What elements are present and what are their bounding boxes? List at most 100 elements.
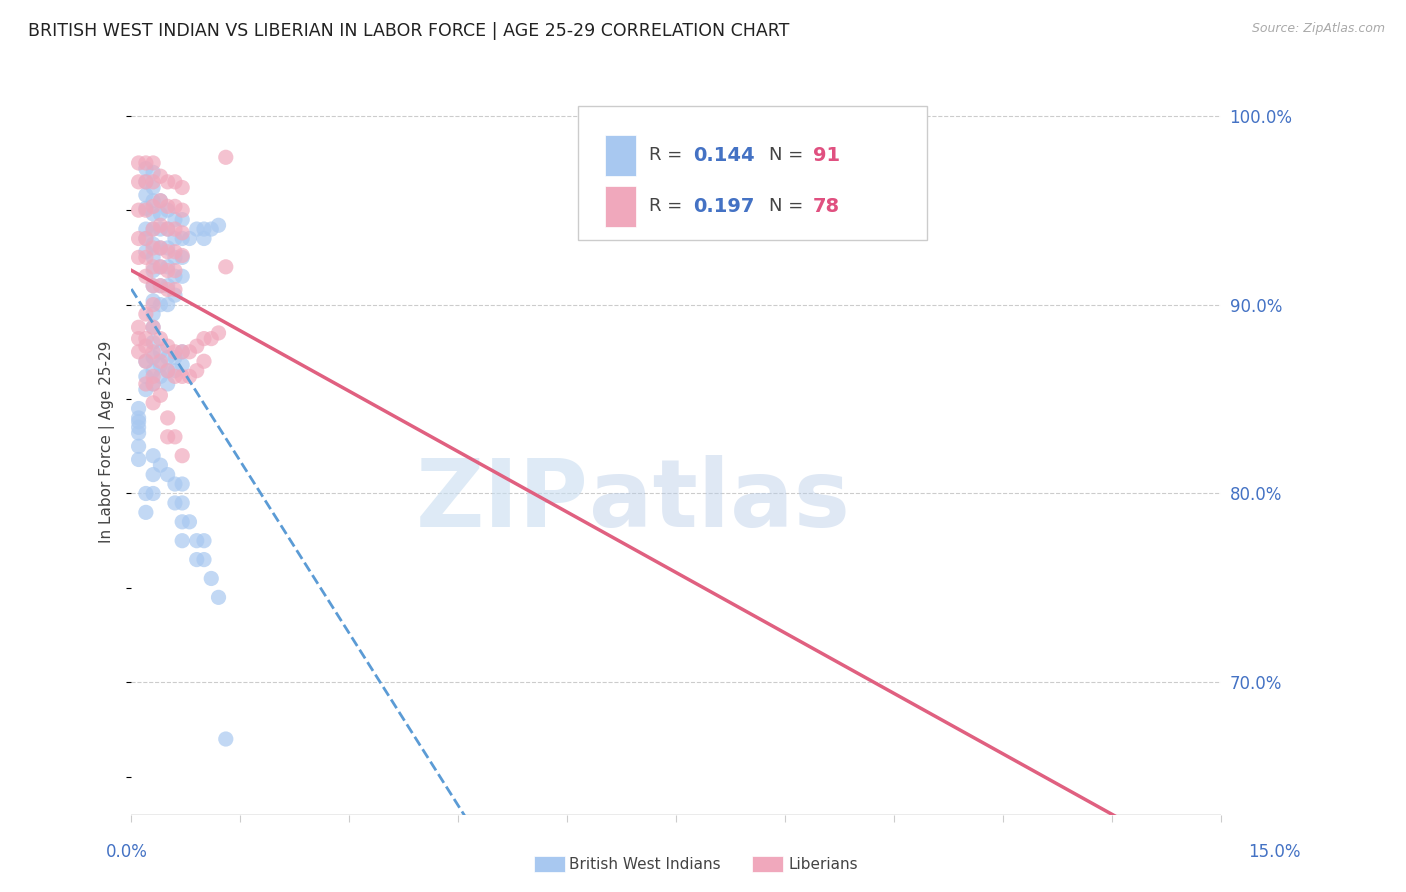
- Text: R =: R =: [650, 197, 688, 215]
- Point: [142, 376, 165, 391]
- Point: [156, 278, 179, 293]
- Point: [135, 161, 157, 176]
- Point: [128, 452, 150, 467]
- Point: [142, 278, 165, 293]
- Point: [142, 165, 165, 179]
- Point: [186, 339, 208, 353]
- Point: [142, 241, 165, 255]
- Point: [128, 344, 150, 359]
- Point: [142, 369, 165, 384]
- Point: [142, 293, 165, 308]
- Point: [128, 203, 150, 218]
- Point: [128, 401, 150, 416]
- Text: 0.144: 0.144: [693, 145, 754, 164]
- Point: [135, 203, 157, 218]
- Point: [128, 332, 150, 346]
- Point: [163, 244, 186, 259]
- Point: [149, 388, 172, 402]
- Point: [163, 175, 186, 189]
- Point: [163, 288, 186, 302]
- Point: [135, 332, 157, 346]
- Point: [172, 251, 194, 265]
- Point: [156, 467, 179, 482]
- Point: [128, 320, 150, 334]
- Point: [163, 351, 186, 365]
- Point: [172, 212, 194, 227]
- Text: atlas: atlas: [589, 455, 851, 547]
- Point: [135, 175, 157, 189]
- Point: [149, 241, 172, 255]
- Point: [149, 169, 172, 184]
- Point: [149, 278, 172, 293]
- Point: [156, 376, 179, 391]
- Point: [207, 326, 229, 340]
- Point: [172, 477, 194, 491]
- Point: [142, 194, 165, 208]
- Point: [172, 533, 194, 548]
- Point: [142, 180, 165, 194]
- Point: [163, 251, 186, 265]
- Point: [186, 222, 208, 236]
- Point: [135, 251, 157, 265]
- Point: [156, 244, 179, 259]
- Point: [156, 297, 179, 311]
- FancyBboxPatch shape: [578, 106, 927, 240]
- Point: [172, 369, 194, 384]
- Point: [172, 515, 194, 529]
- Point: [142, 175, 165, 189]
- Point: [142, 278, 165, 293]
- Point: [156, 241, 179, 255]
- Point: [135, 383, 157, 397]
- Point: [135, 188, 157, 202]
- Text: R =: R =: [650, 146, 688, 164]
- Text: ZIP: ZIP: [416, 455, 589, 547]
- Point: [149, 369, 172, 384]
- Point: [135, 307, 157, 321]
- Point: [142, 156, 165, 170]
- Point: [156, 260, 179, 274]
- Point: [142, 320, 165, 334]
- Y-axis label: In Labor Force | Age 25-29: In Labor Force | Age 25-29: [100, 341, 115, 542]
- Point: [172, 180, 194, 194]
- Point: [149, 358, 172, 372]
- Point: [163, 199, 186, 213]
- Point: [172, 344, 194, 359]
- Point: [179, 515, 201, 529]
- Point: [128, 175, 150, 189]
- Point: [135, 231, 157, 245]
- Point: [163, 496, 186, 510]
- Point: [163, 212, 186, 227]
- Point: [156, 175, 179, 189]
- Point: [163, 222, 186, 236]
- Point: [163, 283, 186, 297]
- Point: [142, 207, 165, 221]
- Point: [149, 222, 172, 236]
- Point: [163, 269, 186, 284]
- Point: [128, 251, 150, 265]
- Point: [156, 283, 179, 297]
- Point: [172, 358, 194, 372]
- Point: [156, 222, 179, 236]
- Point: [207, 591, 229, 605]
- Point: [179, 369, 201, 384]
- Point: [200, 572, 222, 586]
- Point: [135, 202, 157, 216]
- Point: [128, 425, 150, 440]
- Point: [156, 339, 179, 353]
- Point: [215, 260, 238, 274]
- Point: [128, 411, 150, 425]
- Point: [200, 222, 222, 236]
- Point: [149, 458, 172, 472]
- Point: [142, 351, 165, 365]
- Point: [172, 344, 194, 359]
- Point: [186, 364, 208, 378]
- Point: [163, 430, 186, 444]
- Point: [142, 251, 165, 265]
- Point: [142, 307, 165, 321]
- Point: [149, 194, 172, 208]
- Point: [179, 231, 201, 245]
- Point: [156, 364, 179, 378]
- Point: [142, 237, 165, 252]
- Point: [142, 335, 165, 350]
- Point: [186, 552, 208, 566]
